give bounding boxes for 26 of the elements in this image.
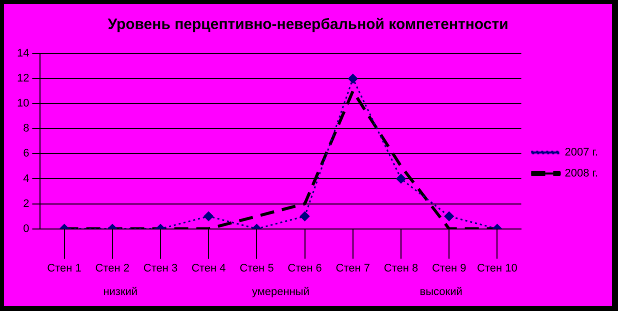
y-tick-label: 8 [23,122,30,135]
y-tick-label: 0 [23,222,30,235]
y-tick-label: 6 [23,148,30,160]
x-tick-label: Стен 8 [384,262,418,274]
x-tick-label: Стен 10 [477,262,518,274]
y-tick-label: 12 [16,72,30,85]
legend-label: 2008 г. [564,168,598,180]
y-tick-label: 14 [16,48,30,60]
text: умеренный [252,286,310,298]
legend-label: 2007 г. [564,146,598,159]
x-tick-label: Стен 2 [95,262,130,274]
chart-title: Уровень перцептивно-невербальной компетентности [106,16,510,33]
point [396,174,406,184]
point [348,74,358,84]
x-tick-label: Стен 9 [432,262,466,274]
x-tick-label: Стен 6 [288,262,322,274]
y-tick-label: 4 [23,172,30,185]
x-tick-label: Стен 1 [47,262,82,274]
text: высокий [420,286,462,298]
x-tick-label: Стен 3 [143,262,178,274]
x-tick-label: Стен 4 [191,262,226,274]
x-tick-label: Стен 5 [240,262,274,274]
text: низкий [103,286,138,298]
y-tick-label: 2 [23,198,30,210]
x-tick-label: Стен 7 [336,262,370,274]
y-tick-label: 10 [16,98,30,110]
